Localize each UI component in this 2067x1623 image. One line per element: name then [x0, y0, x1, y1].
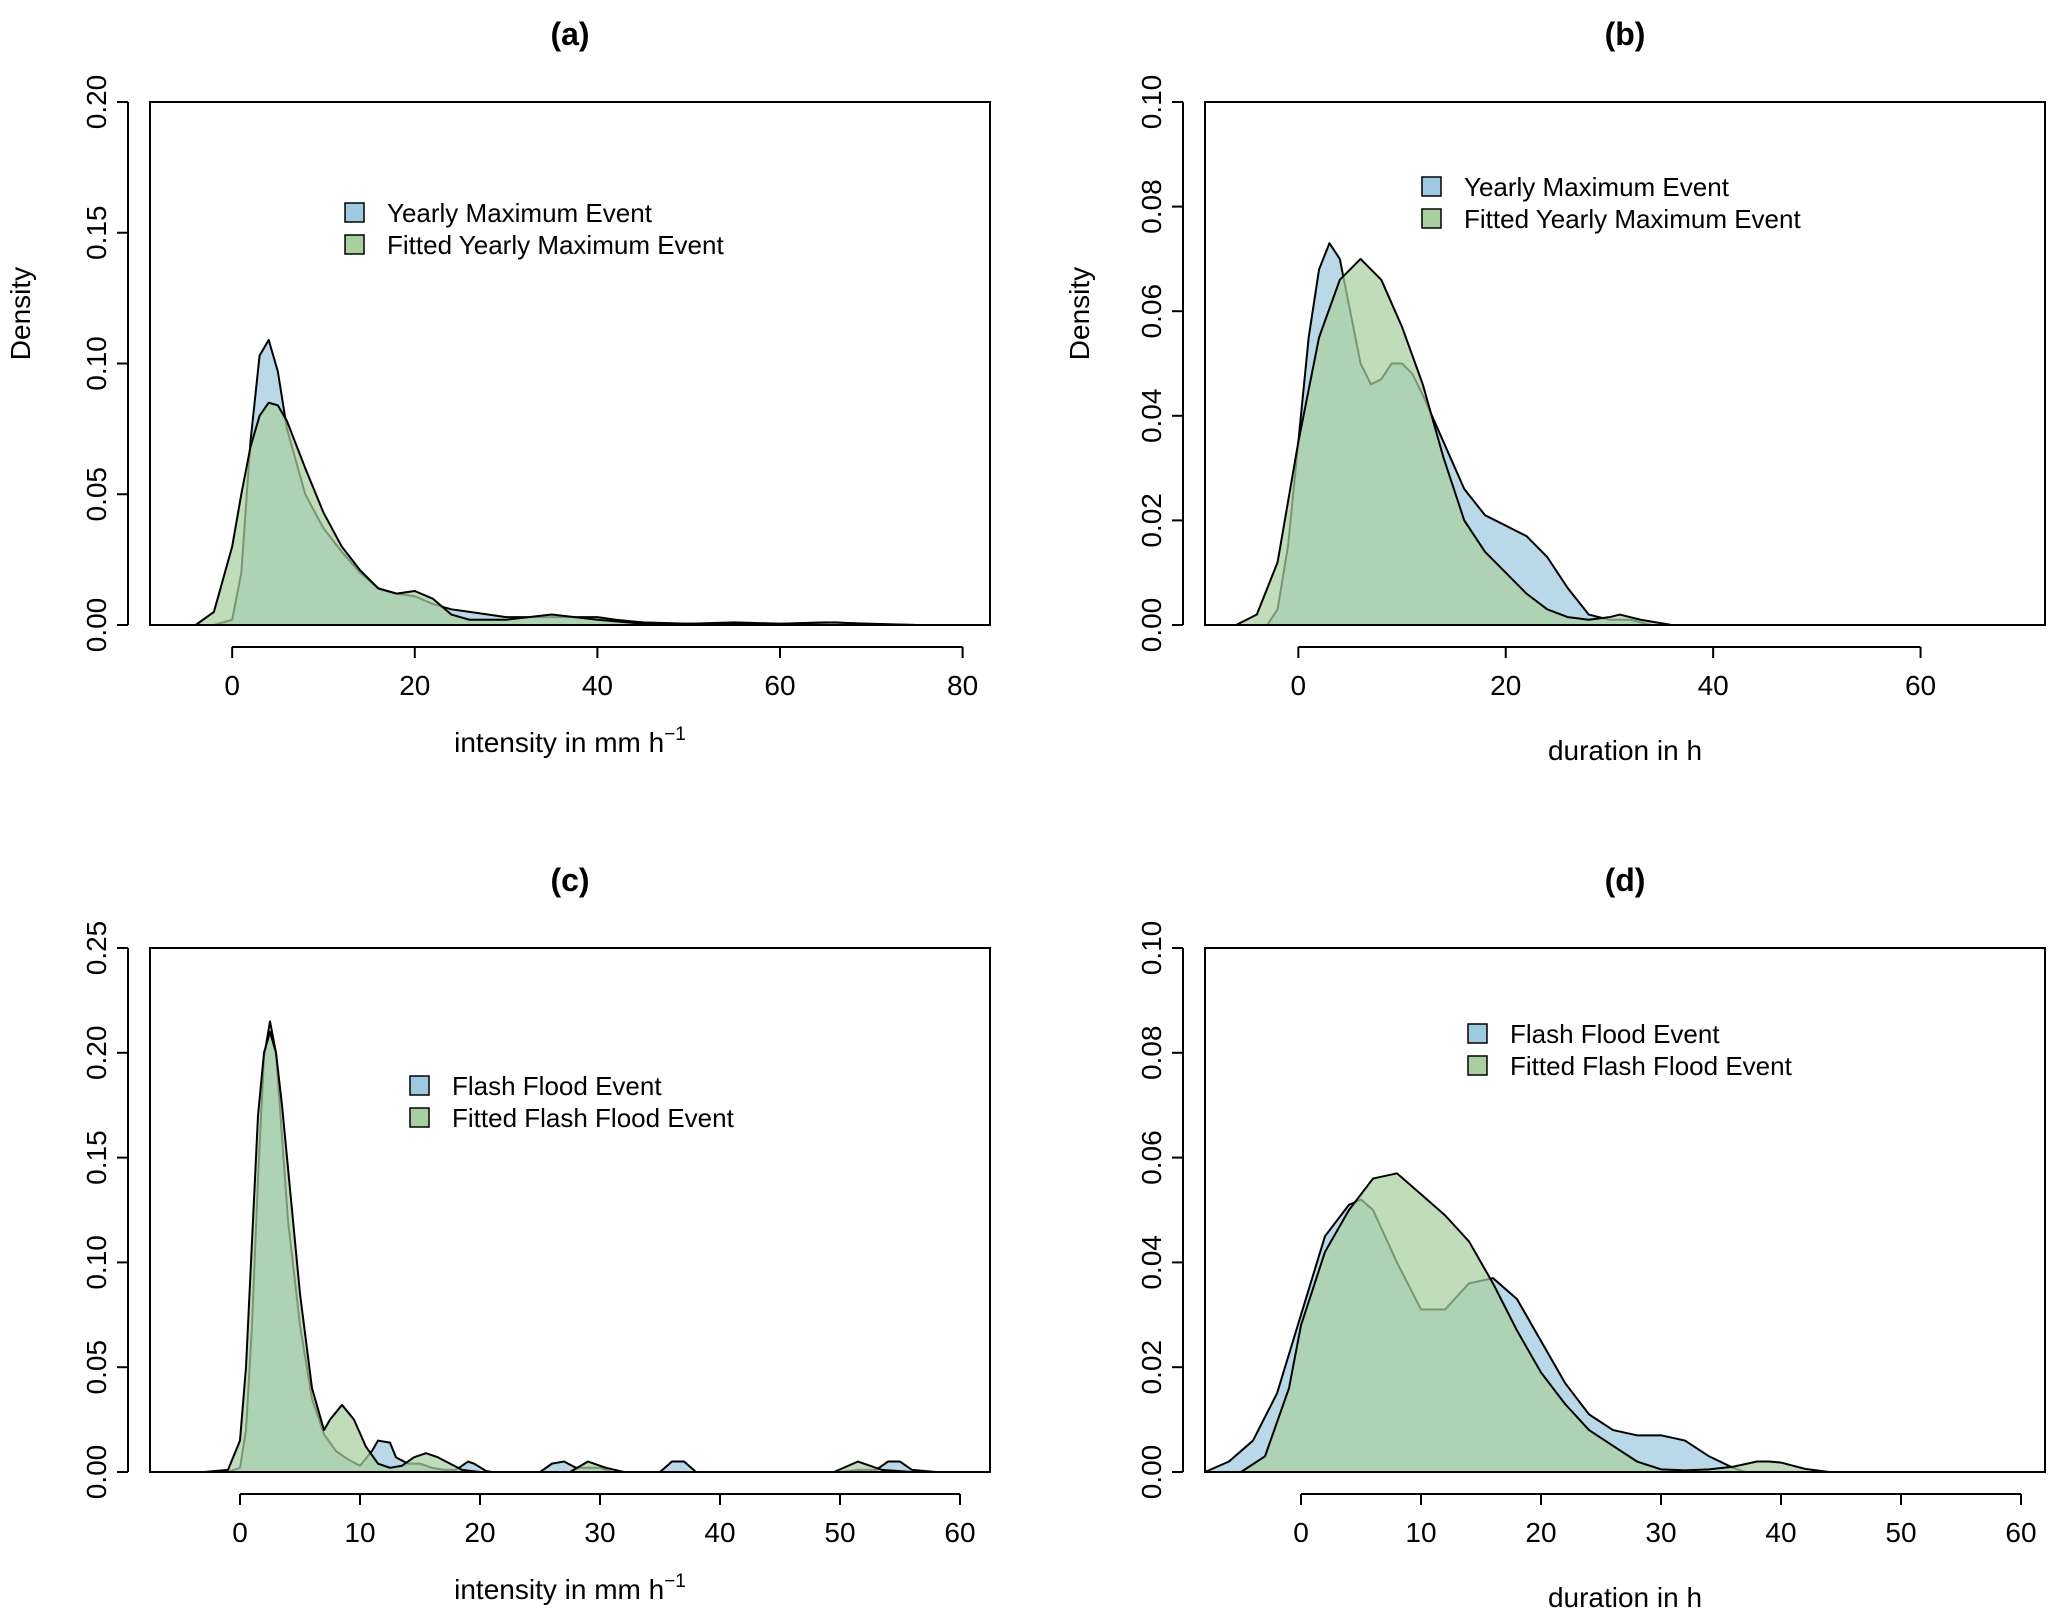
- x-tick-label: 50: [1885, 1517, 1916, 1548]
- y-tick-label: 0.15: [81, 1130, 112, 1185]
- y-tick-label: 0.10: [81, 1235, 112, 1290]
- y-tick-label: 0.20: [81, 75, 112, 130]
- x-tick-label: 40: [1698, 670, 1729, 701]
- y-axis-label: Density: [1064, 267, 1095, 360]
- legend-swatch: [1467, 1023, 1488, 1044]
- panel-title: (b): [1605, 16, 1646, 52]
- y-tick-label: 0.10: [1136, 75, 1167, 130]
- legend-swatch: [1421, 176, 1442, 197]
- y-tick-label: 0.04: [1136, 389, 1167, 444]
- panel-d: (d) 0 10 20 30 40 50 60 0.00 0.02 0.04 0.06 0.08 0.10…: [1136, 862, 2046, 1613]
- y-tick-label: 0.05: [81, 467, 112, 522]
- x-tick-label: 60: [1905, 670, 1936, 701]
- plot-frame: [1204, 947, 2046, 1473]
- x-tick-label: 0: [232, 1517, 248, 1548]
- legend-label: Flash Flood Event: [1510, 1019, 1720, 1049]
- y-tick-label: 0.04: [1136, 1235, 1167, 1290]
- legend-label: Fitted Flash Flood Event: [1510, 1051, 1793, 1081]
- plot-frame: [1204, 101, 2046, 626]
- y-tick-label: 0.00: [1136, 598, 1167, 653]
- x-tick-label: 20: [464, 1517, 495, 1548]
- series-area-fitted: [1235, 257, 1673, 626]
- legend-label: Yearly Maximum Event: [387, 198, 653, 228]
- legend-swatch: [1467, 1055, 1488, 1076]
- x-axis-label: duration in h: [1548, 1582, 1702, 1613]
- y-tick-label: 0.10: [81, 336, 112, 391]
- legend-swatch: [409, 1107, 430, 1128]
- panel-a: (a) 0 20 40 60 80 0.00 0.05 0.10 0.15 0.20 intensit…: [5, 16, 991, 758]
- y-tick-label: 0.02: [1136, 493, 1167, 548]
- y-tick-label: 0.08: [1136, 179, 1167, 234]
- legend-label: Yearly Maximum Event: [1464, 172, 1730, 202]
- panel-title: (d): [1605, 862, 1646, 898]
- legend-swatch: [1421, 208, 1442, 229]
- x-tick-label: 60: [944, 1517, 975, 1548]
- x-tick-label: 40: [1765, 1517, 1796, 1548]
- x-axis-label-text: duration in h: [1548, 735, 1702, 766]
- y-tick-label: 0.00: [1136, 1445, 1167, 1500]
- y-tick-label: 0.00: [81, 598, 112, 653]
- x-axis-label: intensity in mm h−1: [454, 724, 686, 758]
- series-area-fitted: [1240, 1172, 1830, 1473]
- panel-b: (b) 0 20 40 60 0.00 0.02 0.04 0.06 0.08 0.10 durati…: [1064, 16, 2046, 766]
- x-tick-label: 10: [344, 1517, 375, 1548]
- legend-label: Flash Flood Event: [452, 1071, 662, 1101]
- x-tick-label: 40: [704, 1517, 735, 1548]
- y-tick-label: 0.15: [81, 206, 112, 261]
- x-tick-label: 50: [824, 1517, 855, 1548]
- y-axis-label: Density: [5, 267, 36, 360]
- x-axis-label-superscript: −1: [664, 1571, 686, 1592]
- legend-label: Fitted Flash Flood Event: [452, 1103, 735, 1133]
- y-tick-label: 0.05: [81, 1340, 112, 1395]
- x-tick-label: 20: [1525, 1517, 1556, 1548]
- x-tick-label: 20: [399, 670, 430, 701]
- x-tick-label: 10: [1405, 1517, 1436, 1548]
- y-tick-label: 0.10: [1136, 921, 1167, 976]
- plot-frame: [149, 101, 991, 626]
- legend-swatch: [344, 202, 365, 223]
- legend-swatch: [409, 1075, 430, 1096]
- panel-c: (c) 0 10 20 30 40 50 60 0.00 0.05 0.10 0.15 0.20 0.25…: [81, 862, 991, 1605]
- y-tick-label: 0.06: [1136, 284, 1167, 339]
- x-axis-label-text: intensity in mm h: [454, 1574, 664, 1605]
- legend-label: Fitted Yearly Maximum Event: [1464, 204, 1801, 234]
- y-tick-label: 0.06: [1136, 1130, 1167, 1185]
- x-tick-label: 30: [1645, 1517, 1676, 1548]
- x-tick-label: 60: [764, 670, 795, 701]
- x-tick-label: 20: [1490, 670, 1521, 701]
- x-tick-label: 60: [2005, 1517, 2036, 1548]
- y-tick-label: 0.00: [81, 1445, 112, 1500]
- x-tick-label: 40: [582, 670, 613, 701]
- x-tick-label: 80: [947, 670, 978, 701]
- panel-title: (a): [550, 16, 589, 52]
- y-tick-label: 0.02: [1136, 1340, 1167, 1395]
- legend-swatch: [344, 234, 365, 255]
- x-tick-label: 0: [224, 670, 240, 701]
- x-axis-label: intensity in mm h−1: [454, 1571, 686, 1605]
- plot-frame: [149, 947, 991, 1473]
- x-axis-label-text: intensity in mm h: [454, 727, 664, 758]
- y-tick-label: 0.08: [1136, 1026, 1167, 1081]
- legend-label: Fitted Yearly Maximum Event: [387, 230, 724, 260]
- series-area-fitted: [194, 401, 918, 626]
- y-tick-label: 0.25: [81, 921, 112, 976]
- x-axis-label: duration in h: [1548, 735, 1702, 766]
- x-tick-label: 0: [1291, 670, 1307, 701]
- panel-title: (c): [550, 862, 589, 898]
- x-tick-label: 30: [584, 1517, 615, 1548]
- x-axis-label-superscript: −1: [664, 724, 686, 745]
- y-tick-label: 0.20: [81, 1026, 112, 1081]
- x-axis-label-text: duration in h: [1548, 1582, 1702, 1613]
- series-area-fitted: [203, 1030, 913, 1473]
- x-tick-label: 0: [1293, 1517, 1309, 1548]
